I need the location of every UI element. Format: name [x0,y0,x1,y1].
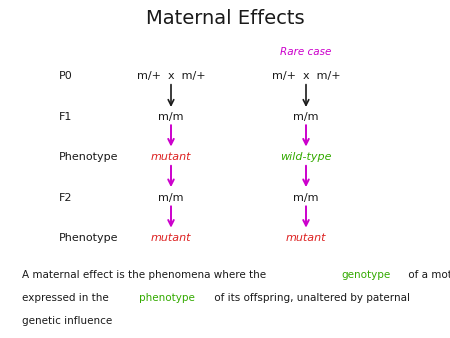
Text: Maternal Effects: Maternal Effects [146,9,304,28]
Text: wild-type: wild-type [280,152,332,162]
Text: m/+  x  m/+: m/+ x m/+ [272,71,340,81]
Text: m/m: m/m [293,193,319,203]
Text: genotype: genotype [342,270,391,281]
Text: m/m: m/m [158,193,184,203]
Text: of its offspring, unaltered by paternal: of its offspring, unaltered by paternal [211,293,410,304]
Text: Phenotype: Phenotype [58,152,118,162]
Text: mutant: mutant [286,233,326,243]
Text: Rare case: Rare case [280,47,332,57]
Text: F2: F2 [58,193,72,203]
Text: genetic influence: genetic influence [22,316,113,327]
Text: mutant: mutant [151,152,191,162]
Text: of a mother is: of a mother is [405,270,450,281]
Text: phenotype: phenotype [139,293,194,304]
Text: expressed in the: expressed in the [22,293,112,304]
Text: m/+  x  m/+: m/+ x m/+ [137,71,205,81]
Text: F1: F1 [58,112,72,122]
Text: A maternal effect is the phenomena where the: A maternal effect is the phenomena where… [22,270,270,281]
Text: m/m: m/m [158,112,184,122]
Text: mutant: mutant [151,233,191,243]
Text: P0: P0 [58,71,72,81]
Text: m/m: m/m [293,112,319,122]
Text: Phenotype: Phenotype [58,233,118,243]
